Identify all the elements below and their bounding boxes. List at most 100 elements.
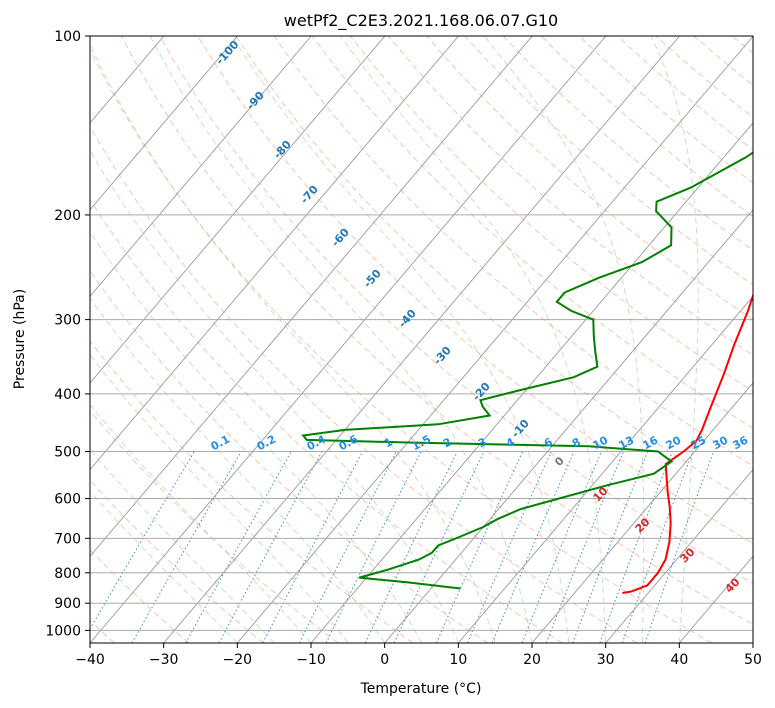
dry-adiabat-line [770,36,775,643]
dry-adiabat-line [90,270,488,643]
dry-adiabat-line [90,409,339,643]
x-tick-label: −10 [296,652,326,668]
mixing-ratio-line [185,451,292,643]
mixing-ratio-line [621,451,694,643]
moist-adiabat-line [90,490,238,643]
mixing-ratio-line [262,451,364,643]
x-tick-label: 20 [523,652,541,668]
mixing-ratio-line [364,451,458,643]
isotherm-line [752,642,753,643]
y-tick-label: 400 [54,387,81,403]
mixing-ratio-label: 10 [591,433,611,452]
dry-adiabat-line [388,36,753,356]
x-tick-label: −30 [149,652,179,668]
mixing-ratio-line [467,451,552,643]
moist-adiabat-label: -40 [396,307,419,331]
moist-adiabat-label: -70 [298,183,321,207]
dewpoint-profile-line [301,151,753,590]
mixing-ratio-label: 8 [570,435,583,450]
dry-adiabat-line [693,36,753,86]
dry-adiabat-label: 0 [552,454,567,469]
dry-adiabat-line [540,36,753,217]
isotherm-line [531,382,753,643]
x-tick-label: 10 [449,652,467,668]
moist-adiabat-line [90,43,496,643]
dry-adiabat-label: 20 [633,515,653,535]
x-tick-label: −20 [223,652,253,668]
moist-adiabat-line [90,230,422,643]
mixing-ratio-label: 25 [689,434,709,453]
dry-adiabat-line [617,36,753,151]
isotherm-line [310,122,753,643]
x-axis-label: Temperature (°C) [360,681,482,697]
moist-adiabat-label: -60 [329,226,352,250]
y-axis-ticks: 100 200 300 400 500 600 700 800 900 1000 [45,29,90,639]
moist-adiabat-line [90,403,312,643]
mixing-ratio-line [545,451,624,643]
mixing-ratio-label: 16 [641,433,661,452]
mixing-ratio-line [131,451,242,643]
mixing-ratio-label: 30 [711,433,731,452]
dry-adiabat-line [273,36,753,467]
y-tick-label: 800 [54,566,81,582]
moist-adiabat-line [90,354,349,643]
y-tick-label: 1000 [45,623,81,639]
moist-adiabat-label: -30 [431,344,454,368]
moist-adiabat-line [339,36,607,643]
isotherm-line [90,36,607,643]
mixing-ratio-line [572,451,649,643]
isotherm-line [457,295,753,643]
isotherm-line [90,36,459,471]
x-axis-ticks: −40 −30 −20 −10 0 10 20 30 40 50 [75,643,762,668]
mixing-ratio-label: 3 [476,435,489,450]
mixing-ratio-label: 0.2 [255,433,278,454]
dry-adiabat-line [90,340,414,643]
grid-lines [90,36,753,643]
y-tick-label: 200 [54,208,81,224]
mixing-ratio-label: 36 [731,433,751,452]
dry-adiabat-label: 10 [591,484,611,504]
background-lines [90,36,775,643]
dry-adiabat-line [121,36,753,625]
mixing-ratio-line [521,451,602,643]
dry-adiabat-line [350,36,753,393]
dry-adiabat-line [90,48,712,643]
dry-adiabat-label: 40 [723,575,743,595]
data-series [301,151,753,594]
dry-adiabat-line [90,549,190,643]
moist-adiabat-label: -80 [271,138,294,162]
x-tick-label: 0 [380,652,389,668]
chart-title: wetPf2_C2E3.2021.168.06.07.G10 [284,11,558,31]
moist-adiabat-line [149,36,533,643]
dry-adiabat-line [90,479,264,643]
plot-frame [89,35,754,644]
x-tick-label: 50 [744,652,762,668]
isotherm-line [605,468,753,643]
isotherm-line [236,36,753,643]
isotherm-line [90,36,238,211]
mixing-ratio-line [298,451,397,643]
dry-adiabat-line [90,125,638,643]
moist-adiabat-line [90,149,459,643]
mixing-ratio-line [218,451,323,643]
x-tick-label: 40 [670,652,688,668]
moist-adiabat-line [90,448,275,643]
y-tick-label: 600 [54,492,81,508]
mixing-ratio-label: 20 [664,433,684,452]
isotherm-line [90,36,386,384]
isotherm-line [90,36,533,557]
mixing-ratio-line [599,451,673,643]
moist-adiabat-label: -100 [213,38,241,67]
y-tick-label: 900 [54,596,81,612]
mixing-ratio-line [491,451,575,643]
mixing-ratio-label: 13 [617,434,637,453]
moist-adiabat-line [90,297,386,643]
y-tick-label: 100 [54,29,81,45]
isotherm-line [90,36,312,298]
mixing-ratio-line [325,451,422,643]
dry-adiabat-line [464,36,753,286]
y-axis-label: Pressure (hPa) [12,289,28,389]
temperature-profile-line [622,292,753,594]
moist-adiabat-label: -20 [470,380,493,404]
